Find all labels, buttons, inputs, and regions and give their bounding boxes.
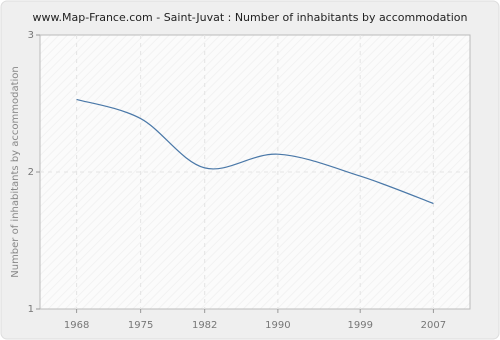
x-tick-label: 1990 bbox=[265, 320, 290, 331]
y-tick-label: 2 bbox=[28, 167, 34, 178]
y-tick-label: 3 bbox=[28, 30, 34, 41]
x-tick-label: 1968 bbox=[64, 320, 89, 331]
x-tick-label: 1982 bbox=[192, 320, 217, 331]
y-axis-label: Number of inhabitants by accommodation bbox=[10, 66, 21, 278]
x-tick-label: 2007 bbox=[421, 320, 446, 331]
x-tick-label: 1999 bbox=[347, 320, 372, 331]
y-tick-label: 1 bbox=[28, 304, 34, 315]
data-line bbox=[76, 98, 434, 205]
x-tick-label: 1975 bbox=[128, 320, 153, 331]
chart-title: www.Map-France.com - Saint-Juvat : Numbe… bbox=[33, 11, 468, 24]
plot-area bbox=[39, 34, 471, 310]
